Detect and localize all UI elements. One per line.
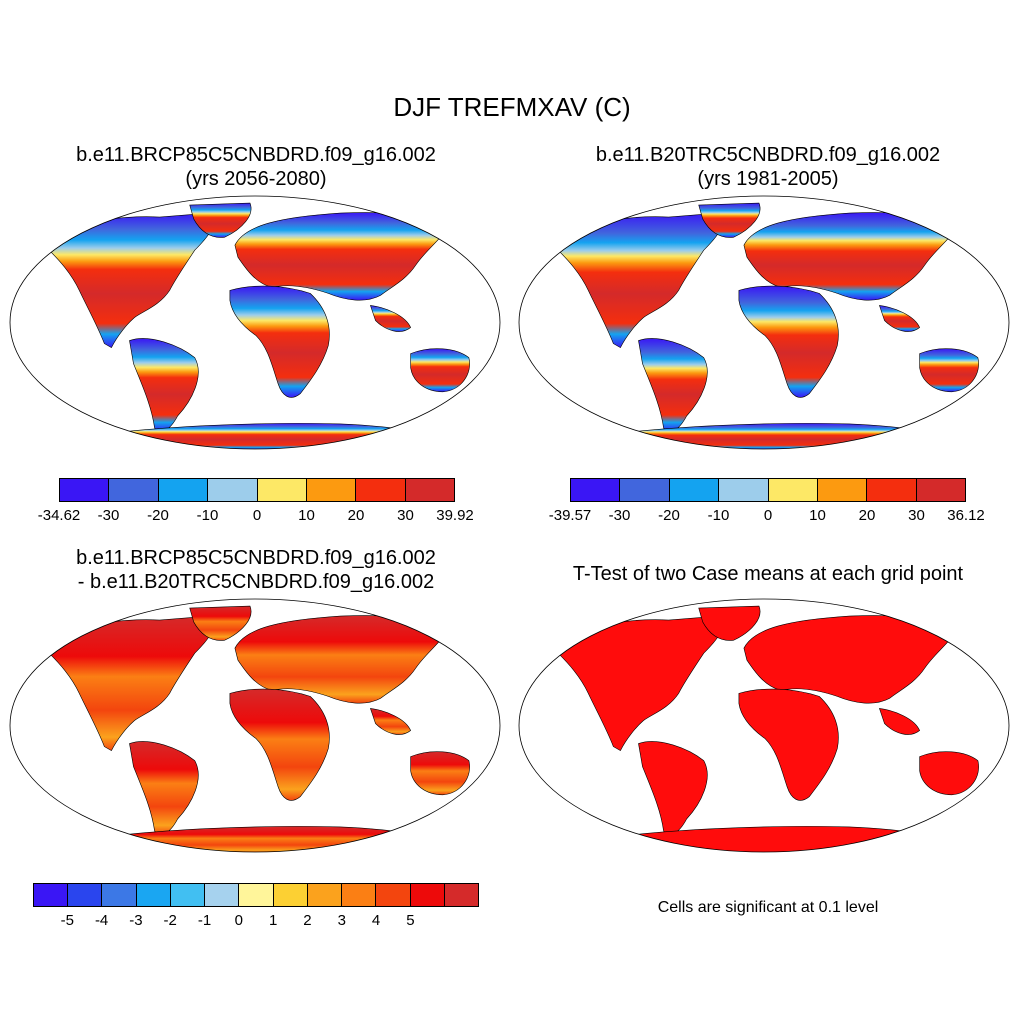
panel-4-title-line1: T-Test of two Case means at each grid po…: [572, 563, 964, 585]
panel-2-title-line1: b.e11.B20TRC5CNBDRD.f09_g16.002: [595, 144, 941, 166]
colorbar-tick-label: 5: [406, 912, 415, 929]
colorbar-tick-label: -30: [608, 507, 631, 524]
colorbar-swatch: [136, 884, 171, 906]
panel-2-title: b.e11.B20TRC5CNBDRD.f09_g16.002 (yrs 198…: [528, 143, 1008, 191]
colorbar-tick-label: 0: [763, 507, 773, 524]
colorbar-tick-label: 30: [397, 507, 414, 524]
colorbar-tick-label: -5: [60, 912, 74, 929]
significance-note: Cells are significant at 0.1 level: [657, 899, 879, 916]
colorbar-swatch: [273, 884, 308, 906]
colorbar-swatch: [34, 884, 69, 906]
colorbar-swatch: [109, 479, 159, 501]
colorbar-swatch: [817, 479, 868, 501]
map-panel-2: [518, 195, 1010, 450]
panel-1-title-line1: b.e11.BRCP85C5CNBDRD.f09_g16.002: [76, 144, 436, 166]
map-panel-1: [9, 195, 501, 450]
colorbar-tick-label: -10: [707, 507, 730, 524]
colorbar-swatch: [405, 479, 454, 501]
colorbar-tick-label: 1: [268, 912, 278, 929]
colorbar-panel-2: [570, 478, 966, 502]
panel-3-title: b.e11.BRCP85C5CNBDRD.f09_g16.002 - b.e11…: [16, 546, 496, 594]
colorbar-swatch: [356, 479, 406, 501]
colorbar-swatch: [306, 479, 357, 501]
colorbar-swatch: [916, 479, 965, 501]
colorbar-tick-label: 3: [337, 912, 346, 929]
colorbar-tick-label: 2: [303, 912, 312, 929]
colorbar-tick-label: -34.62: [37, 507, 81, 524]
colorbar-swatch: [376, 884, 411, 906]
colorbar-tick-label: -1: [197, 912, 212, 929]
colorbar-swatch: [444, 884, 479, 906]
colorbar-tick-label: 10: [809, 507, 826, 524]
colorbar-swatch: [257, 479, 307, 501]
colorbar-panel-3-labels: -5 -4 -3 -2 -1 0 1 2 3 4 5: [33, 912, 479, 932]
colorbar-swatch: [307, 884, 343, 906]
colorbar-swatch: [170, 884, 206, 906]
colorbar-tick-label: -4: [94, 912, 109, 929]
colorbar-swatch: [158, 479, 209, 501]
panel-1-title: b.e11.BRCP85C5CNBDRD.f09_g16.002 (yrs 20…: [16, 143, 496, 191]
colorbar-tick-label: -10: [196, 507, 219, 524]
colorbar-panel-1: [59, 478, 455, 502]
colorbar-swatch: [571, 479, 621, 501]
colorbar-tick-label: -39.57: [548, 507, 592, 524]
colorbar-swatch: [669, 479, 720, 501]
colorbar-panel-1-labels: -34.62 -30 -20 -10 0 10 20 30 39.92: [38, 507, 474, 527]
map-panel-3: [9, 598, 501, 853]
colorbar-tick-label: 39.92: [436, 507, 474, 524]
colorbar-swatch: [208, 479, 258, 501]
panel-4-title: T-Test of two Case means at each grid po…: [528, 562, 1008, 586]
colorbar-tick-label: 0: [252, 507, 262, 524]
colorbar-tick-label: -2: [163, 912, 177, 929]
colorbar-tick-label: 20: [858, 507, 876, 524]
panel-1-title-line2: (yrs 2056-2080): [185, 168, 327, 190]
colorbar-tick-label: -20: [147, 507, 169, 524]
colorbar-tick-label: 4: [371, 912, 381, 929]
colorbar-swatch: [68, 884, 103, 906]
panel-3-title-line2: - b.e11.B20TRC5CNBDRD.f09_g16.002: [77, 571, 435, 593]
colorbar-tick-label: -30: [97, 507, 120, 524]
colorbar-swatch: [102, 884, 137, 906]
colorbar-swatch: [205, 884, 240, 906]
colorbar-tick-label: 10: [298, 507, 315, 524]
figure-title: DJF TREFMXAV (C): [393, 92, 631, 122]
colorbar-panel-3: [33, 883, 479, 907]
colorbar-swatch: [719, 479, 769, 501]
colorbar-tick-label: -20: [658, 507, 680, 524]
colorbar-tick-label: 20: [347, 507, 365, 524]
colorbar-swatch: [410, 884, 445, 906]
colorbar-tick-label: -3: [129, 912, 143, 929]
colorbar-swatch: [239, 884, 274, 906]
colorbar-swatch: [620, 479, 670, 501]
colorbar-panel-2-labels: -39.57 -30 -20 -10 0 10 20 30 36.12: [549, 507, 985, 527]
colorbar-tick-label: 36.12: [947, 507, 985, 524]
map-panel-4: [518, 598, 1010, 853]
colorbar-tick-label: 30: [908, 507, 925, 524]
panel-3-title-line1: b.e11.BRCP85C5CNBDRD.f09_g16.002: [76, 547, 436, 569]
colorbar-swatch: [867, 479, 917, 501]
colorbar-swatch: [768, 479, 818, 501]
colorbar-swatch: [342, 884, 377, 906]
panel-2-title-line2: (yrs 1981-2005): [697, 168, 839, 190]
colorbar-swatch: [60, 479, 110, 501]
colorbar-tick-label: 0: [234, 912, 244, 929]
